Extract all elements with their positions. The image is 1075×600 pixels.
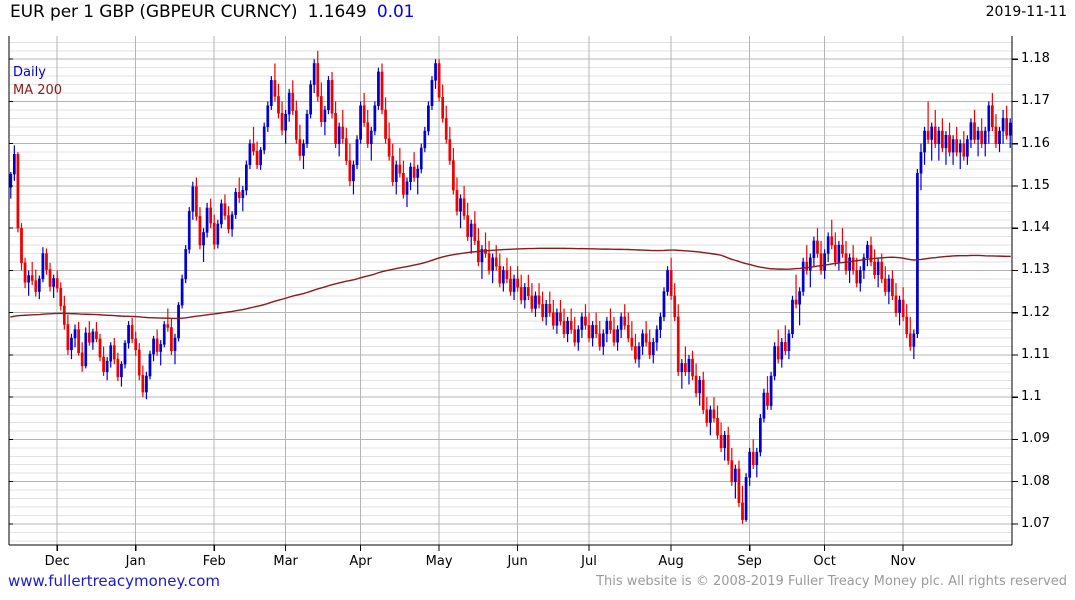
- axis-frame: [8, 36, 1013, 546]
- as-of-date: 2019-11-11: [985, 4, 1067, 20]
- x-axis-tick-label: Apr: [349, 554, 372, 569]
- y-axis-tick-label: 1.07: [1021, 515, 1050, 531]
- moving-average-line: [10, 247, 1011, 320]
- x-axis-tick-label: Jan: [125, 554, 146, 569]
- instrument-name: EUR per 1 GBP (GBPEUR CURNCY): [10, 2, 298, 22]
- y-axis-tick-label: 1.13: [1021, 262, 1050, 278]
- y-axis-tick-label: 1.16: [1021, 135, 1050, 151]
- x-axis-tick-label: Oct: [813, 554, 836, 569]
- x-axis-tick-label: May: [425, 554, 453, 569]
- y-axis-tick-label: 1.15: [1021, 177, 1050, 193]
- y-axis-tick-label: 1.14: [1021, 220, 1050, 236]
- y-axis-tick-label: 1.12: [1021, 304, 1050, 320]
- y-axis-tick-label: 1.17: [1021, 93, 1050, 109]
- y-axis-tick-label: 1.08: [1021, 473, 1050, 489]
- candlestick-plot[interactable]: [0, 28, 1075, 568]
- x-axis-tick-label: Jun: [507, 554, 528, 569]
- x-axis-tick-label: Jul: [581, 554, 597, 569]
- page-title: EUR per 1 GBP (GBPEUR CURNCY) 1.1649 0.0…: [10, 2, 414, 22]
- x-axis-tick-label: Feb: [202, 554, 226, 569]
- y-axis-tick-label: 1.1: [1021, 389, 1042, 405]
- x-axis-tick-label: Mar: [273, 554, 298, 569]
- vertical-gridlines: [56, 36, 904, 545]
- price-chart[interactable]: Daily MA 200 1.07 1.08 1.09 1.1 1.11 1.12 1.13…: [0, 28, 1075, 569]
- y-axis-tick-label: 1.11: [1021, 346, 1050, 362]
- last-price: 1.1649: [307, 2, 367, 22]
- chart-footer: www.fullertreacymoney.com This website i…: [0, 570, 1075, 600]
- y-axis-tick-label: 1.18: [1021, 51, 1050, 67]
- x-axis-tick-label: Nov: [890, 554, 916, 569]
- major-gridlines: [9, 58, 1012, 525]
- x-axis-tick-label: Dec: [44, 554, 70, 569]
- y-axis-tick-label: 1.09: [1021, 431, 1050, 447]
- website-link[interactable]: www.fullertreacymoney.com: [8, 572, 221, 590]
- copyright-notice: This website is © 2008-2019 Fuller Treac…: [596, 574, 1067, 589]
- axis-ticks: [9, 58, 1018, 551]
- x-axis-tick-label: Aug: [658, 554, 684, 569]
- x-axis-tick-label: Sep: [737, 554, 762, 569]
- chart-header: EUR per 1 GBP (GBPEUR CURNCY) 1.1649 0.0…: [0, 0, 1075, 28]
- price-change: 0.01: [376, 2, 415, 22]
- candlestick-series: [9, 50, 1012, 524]
